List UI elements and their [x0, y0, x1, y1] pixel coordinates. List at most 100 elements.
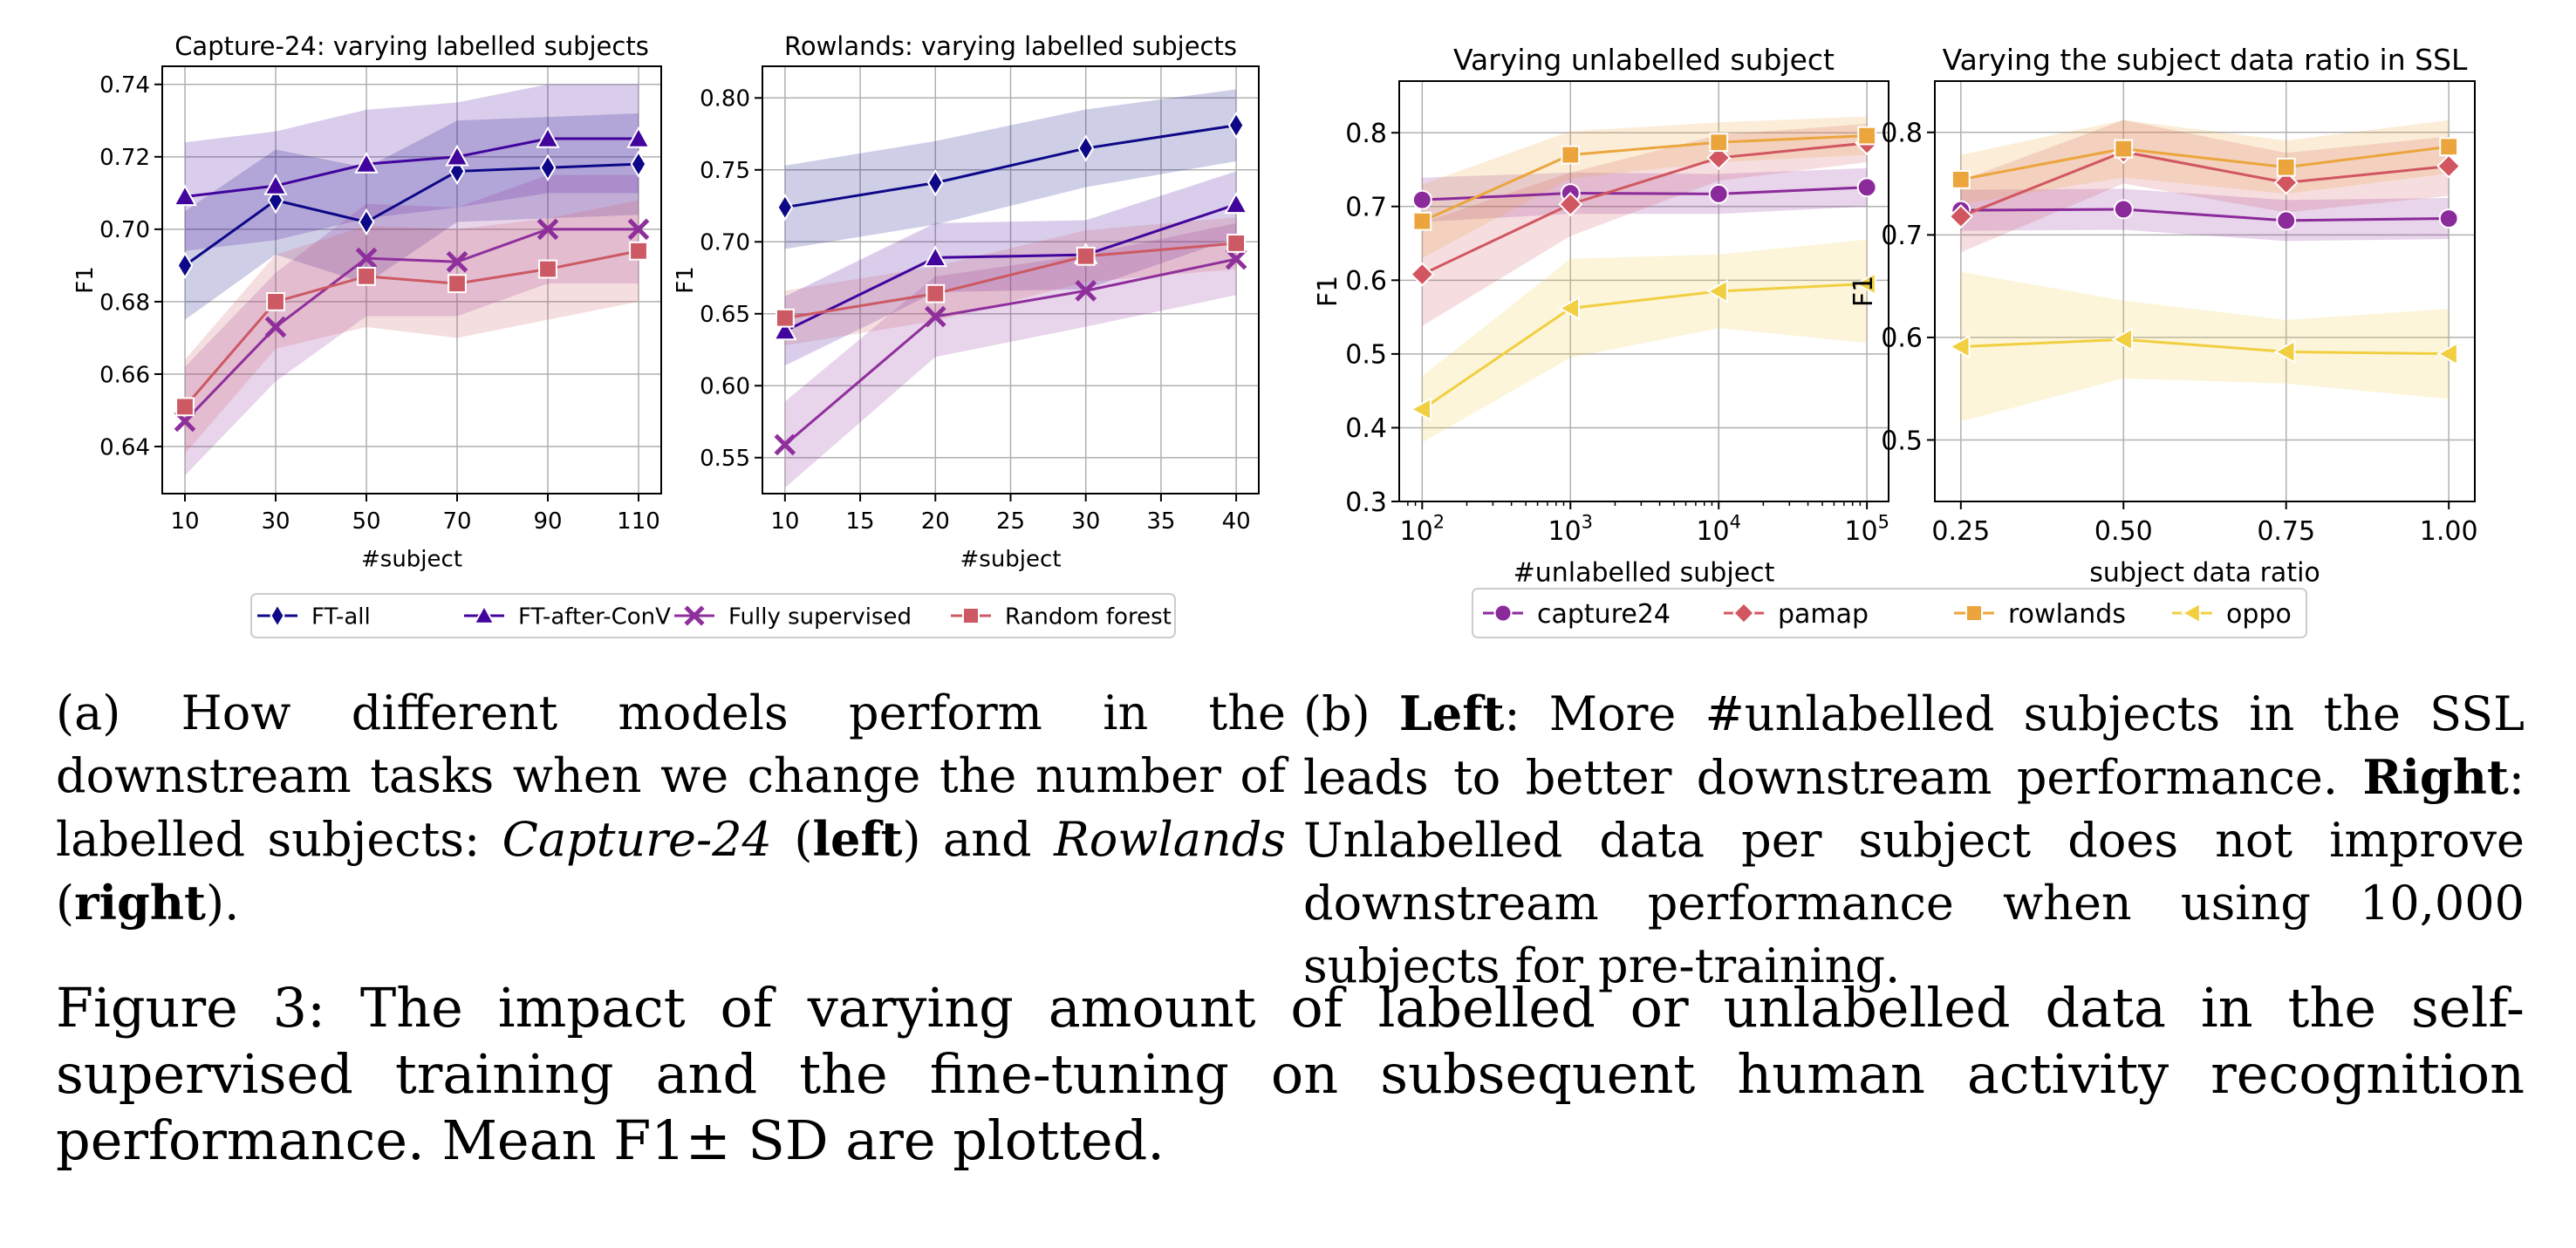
sd-band: [185, 200, 639, 454]
figure-caption: Figure 3: The impact of varying amount o…: [56, 976, 2525, 1172]
series-line: [784, 202, 1237, 332]
series-line: [784, 124, 1237, 209]
y-tick-label: 0.66: [99, 362, 150, 388]
caption-a-bold-1: left: [812, 811, 903, 867]
series-line: [1421, 134, 1868, 223]
legend-label: rowlands: [2008, 599, 2126, 630]
y-tick-label: 0.68: [99, 290, 150, 316]
data-point: [448, 274, 467, 294]
legend-item: capture24: [1483, 599, 1671, 630]
caption-b-prefix: (b): [1303, 686, 1399, 741]
x-axis-label: #subject: [960, 546, 1061, 572]
legend-item: FT-after-ConV: [464, 604, 671, 630]
caption-a-text-2: (: [771, 812, 813, 867]
data-point: [1075, 280, 1097, 302]
series-line: [1421, 283, 1868, 411]
series-line: [1960, 150, 2450, 218]
data-point: [2114, 139, 2134, 159]
legend-item: rowlands: [1954, 599, 2126, 630]
series-capture24: [1411, 177, 1877, 210]
legend-marker: [1965, 604, 1983, 622]
data-point: [629, 241, 648, 261]
x-axis-label: #unlabelled subject: [1513, 558, 1775, 589]
series-line: [184, 137, 639, 198]
data-point: [2436, 153, 2462, 179]
y-axis-label: F1: [1313, 276, 1343, 307]
series-line: [184, 162, 639, 267]
figure-canvas: 10 30 50 70 90 110 0.64 0.66 0.68 0.70 0.72 0.74 Cap…: [72, 31, 2478, 638]
data-point: [358, 208, 375, 236]
caption-a-bold-2: right: [74, 875, 207, 931]
tick-marks: [755, 97, 1238, 501]
y-tick-label: 0.70: [99, 217, 150, 243]
data-point: [357, 266, 376, 286]
y-axis-label: F1: [1848, 276, 1879, 307]
series-oppo: [1948, 327, 2458, 366]
series-random-forest: [775, 234, 1247, 328]
x-tick-label: 105: [1844, 512, 1889, 548]
unlabelled-subject-chart: 102 103 104 105 0.3 0.4 0.5 0.6 0.7 0.8 Varying un…: [1313, 43, 1889, 589]
sd-band: [185, 84, 639, 251]
series-line: [1960, 208, 2450, 222]
data-point: [539, 153, 557, 181]
x-tick-label: 90: [533, 508, 562, 535]
data-point: [1227, 234, 1247, 253]
legend-marker: [1493, 604, 1513, 623]
data-point: [2276, 157, 2296, 177]
data-point: [538, 259, 557, 279]
data-point: [173, 184, 197, 207]
data-point: [1412, 211, 1432, 231]
caption-a-prefix: (a) How different models perform in the …: [56, 685, 1286, 867]
legend-marker: [270, 603, 285, 629]
data-point: [536, 218, 559, 241]
x-tick-label: 50: [352, 508, 380, 535]
data-point: [1706, 145, 1732, 171]
legend-label: pamap: [1778, 599, 1869, 630]
data-point: [1706, 279, 1728, 303]
y-tick-label: 0.8: [1881, 119, 1923, 149]
data-point: [354, 151, 379, 174]
data-point: [1077, 134, 1095, 162]
sd-band: [185, 174, 639, 476]
data-point: [1561, 145, 1581, 165]
data-point: [264, 316, 287, 338]
data-point: [627, 218, 650, 241]
legend-label: Random forest: [1005, 604, 1172, 630]
caption-a-italic-1: Capture-24: [502, 812, 772, 867]
series-ft-all: [776, 111, 1245, 222]
data-point: [2438, 208, 2459, 228]
y-tick-label: 0.6: [1345, 266, 1387, 297]
data-point: [1227, 111, 1245, 140]
data-point: [2436, 341, 2458, 366]
series-ft-after-conv: [173, 126, 651, 207]
legend-label: capture24: [1537, 599, 1671, 630]
caption-b-bold-2: Right: [2362, 749, 2509, 805]
series-rowlands: [1412, 126, 1877, 231]
data-point: [1410, 397, 1432, 422]
y-tick-label: 0.55: [700, 446, 750, 472]
data-point: [176, 251, 194, 280]
data-point: [355, 247, 378, 269]
series-line: [183, 228, 639, 422]
data-point: [2273, 339, 2296, 365]
y-tick-label: 0.3: [1345, 488, 1387, 518]
data-point: [774, 433, 796, 456]
chart-title: Varying the subject data ratio in SSL: [1943, 43, 2468, 77]
data-point: [1948, 204, 1973, 229]
data-point: [626, 126, 651, 148]
x-tick-label: 0.25: [1931, 516, 1990, 547]
series-pamap: [1410, 130, 1880, 287]
legend-item: pamap: [1724, 599, 1869, 630]
legend-item: FT-all: [257, 603, 371, 630]
sd-band: [784, 222, 1237, 488]
series-ft-after-conv: [773, 192, 1248, 341]
legend-label: Fully supervised: [728, 604, 912, 630]
x-tick-label: 70: [442, 508, 471, 535]
x-tick-label: 102: [1400, 512, 1445, 548]
data-point: [1558, 192, 1583, 217]
data-point: [776, 193, 794, 222]
x-tick-label: 30: [1071, 508, 1100, 535]
tick-marks: [1927, 131, 2450, 509]
data-point: [1411, 189, 1432, 210]
series-rowlands: [1951, 137, 2459, 189]
